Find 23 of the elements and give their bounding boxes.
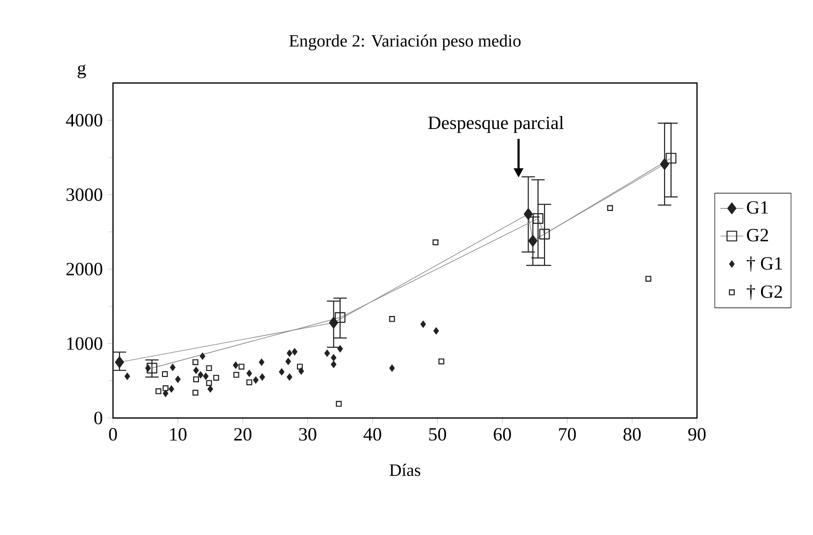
y-tick-label: 1000: [67, 337, 102, 350]
x-tick-label: 90: [688, 428, 706, 441]
y-axis-title: g: [78, 64, 86, 78]
x-tick-label: 20: [234, 428, 252, 441]
legend-label: G1: [746, 201, 768, 214]
legend-label: † G2: [746, 284, 782, 300]
x-tick-label: 60: [494, 428, 511, 441]
x-tick-label: 30: [299, 428, 316, 441]
y-tick-label: 4000: [66, 114, 102, 127]
x-tick-label: 50: [429, 428, 446, 441]
x-tick-label: 0: [109, 428, 117, 441]
legend-label: G2: [746, 228, 768, 242]
chart-title: Engorde 2: Variación peso medio: [289, 34, 521, 50]
x-tick-label: 10: [170, 428, 187, 441]
x-tick-label: 80: [623, 428, 641, 441]
legend-label: † G1: [746, 256, 782, 272]
y-tick-label: 0: [94, 412, 102, 424]
x-tick-label: 40: [364, 428, 382, 441]
y-tick-label: 2000: [66, 262, 102, 276]
x-tick-label: 70: [559, 428, 576, 441]
x-axis-title: Días: [390, 464, 420, 476]
y-tick-label: 3000: [66, 188, 102, 201]
annotation: Despesque parcial: [428, 116, 564, 133]
